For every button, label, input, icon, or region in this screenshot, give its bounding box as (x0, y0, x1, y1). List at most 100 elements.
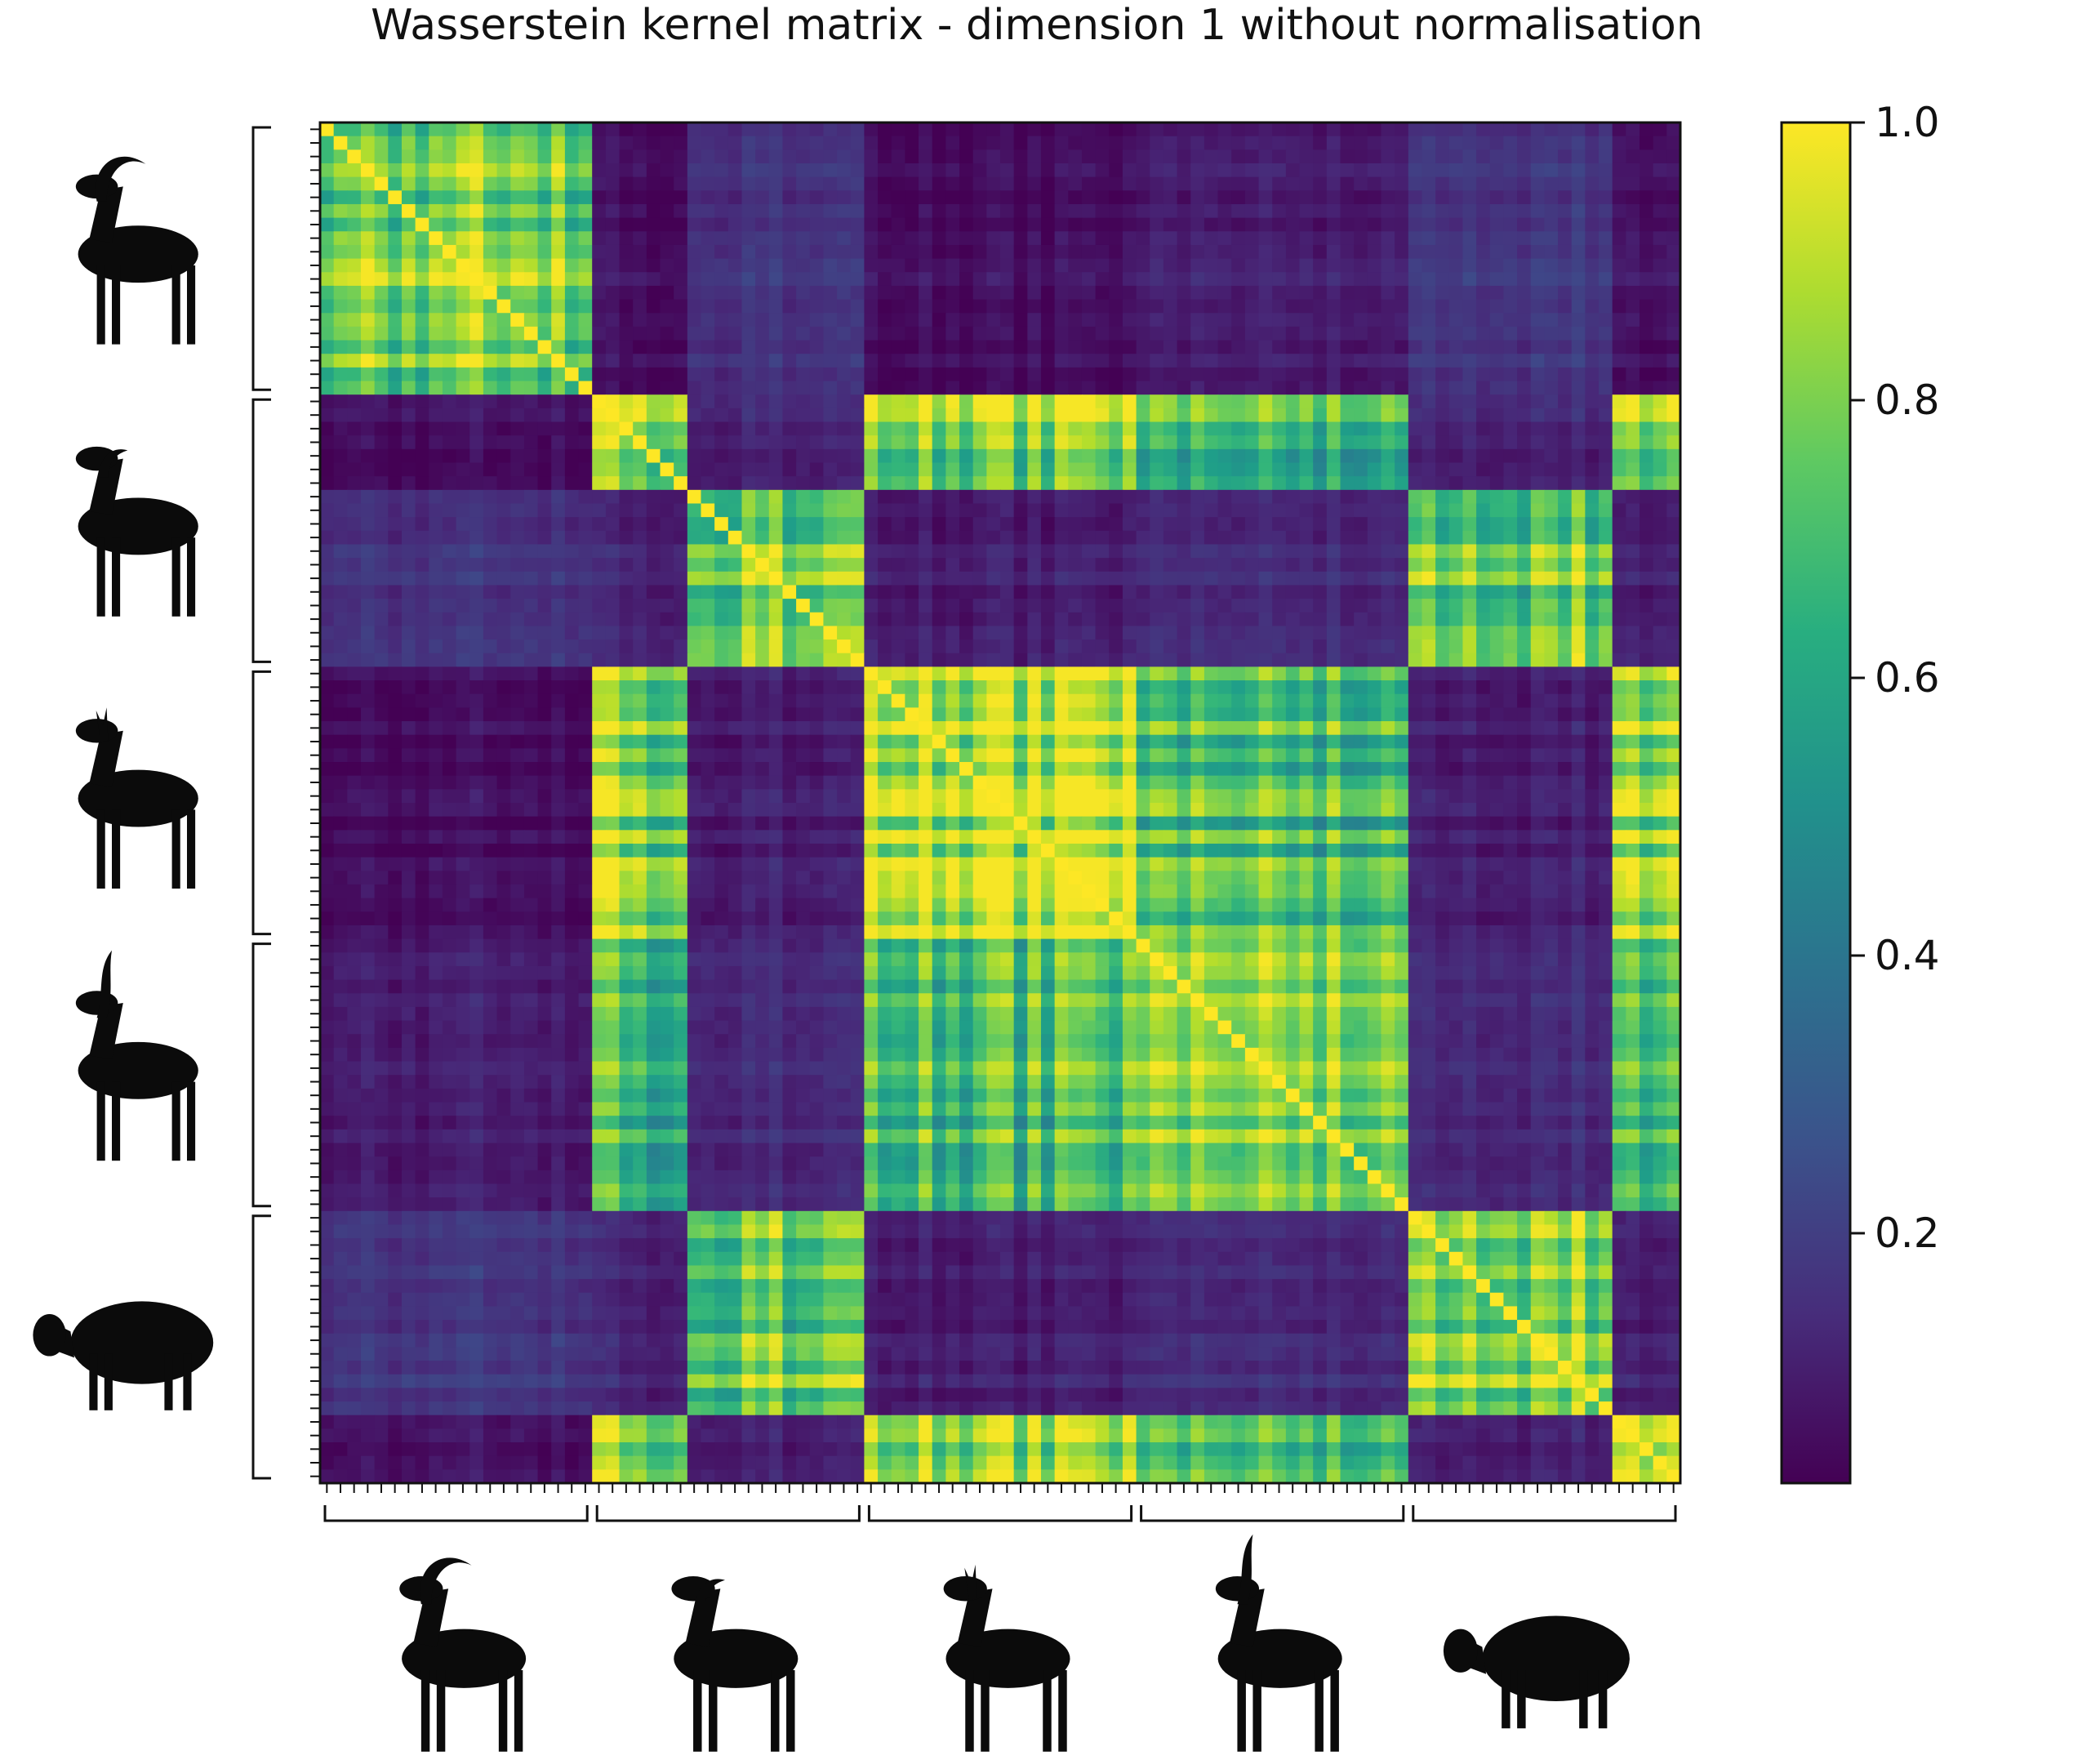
heatmap-cell (1354, 354, 1368, 368)
heatmap-cell (1217, 530, 1232, 546)
heatmap-cell (401, 789, 416, 804)
heatmap-cell (905, 149, 919, 164)
heatmap-cell (727, 558, 743, 573)
heatmap-cell (564, 394, 580, 409)
heatmap-cell (1489, 571, 1505, 586)
heatmap-cell (1258, 666, 1273, 681)
heatmap-cell (1217, 571, 1232, 586)
heatmap-cell (1040, 571, 1056, 586)
heatmap-cell (1354, 626, 1368, 640)
heatmap-cell (1489, 462, 1505, 477)
heatmap-cell (1503, 136, 1518, 150)
heatmap-cell (510, 313, 525, 327)
heatmap-cell (1476, 244, 1491, 260)
heatmap-cell (401, 748, 416, 763)
heatmap-cell (809, 775, 825, 790)
heatmap-cell (510, 272, 525, 287)
heatmap-cell (633, 585, 647, 599)
heatmap-cell (1462, 693, 1477, 708)
heatmap-cell (1177, 721, 1191, 736)
heatmap-cell (1354, 666, 1368, 681)
heatmap-cell (1150, 285, 1164, 301)
heatmap-cell (1489, 639, 1505, 654)
heatmap-cell (959, 639, 974, 654)
heatmap-cell (782, 476, 797, 491)
heatmap-cell (741, 748, 756, 763)
heatmap-cell (1558, 448, 1573, 464)
heatmap-cell (1040, 163, 1056, 178)
heatmap-cell (755, 544, 770, 559)
heatmap-cell (360, 244, 376, 260)
heatmap-cell (972, 544, 987, 559)
heatmap-cell (1272, 748, 1287, 763)
heatmap-cell (1177, 176, 1191, 191)
heatmap-cell (932, 585, 946, 599)
heatmap-cell (469, 789, 484, 804)
heatmap-cell (1666, 313, 1681, 327)
heatmap-cell (1653, 612, 1667, 627)
heatmap-cell (537, 789, 552, 804)
heatmap-cell (727, 231, 743, 246)
heatmap-cell (388, 571, 403, 586)
heatmap-cell (919, 476, 933, 491)
heatmap-cell (523, 285, 539, 301)
heatmap-cell (1571, 558, 1586, 573)
heatmap-cell (1122, 721, 1137, 736)
heatmap-cell (551, 489, 566, 505)
heatmap-cell (1217, 299, 1232, 314)
heatmap-cell (429, 421, 443, 436)
heatmap-cell (782, 599, 797, 613)
heatmap-cell (1612, 653, 1626, 667)
heatmap-cell (1231, 435, 1246, 450)
heatmap-cell (1081, 489, 1097, 505)
heatmap-cell (1040, 203, 1056, 219)
heatmap-cell (1626, 680, 1640, 695)
heatmap-cell (1272, 775, 1287, 790)
heatmap-cell (1258, 435, 1273, 450)
heatmap-cell (646, 503, 661, 518)
heatmap-cell (1476, 231, 1491, 246)
heatmap-cell (768, 544, 784, 559)
heatmap-cell (1313, 258, 1328, 273)
heatmap-cell (388, 476, 403, 491)
heatmap-cell (578, 163, 593, 178)
heatmap-cell (809, 408, 825, 423)
heatmap-cell (333, 530, 348, 546)
heatmap-cell (1435, 571, 1450, 586)
heatmap-cell (891, 680, 905, 695)
heatmap-cell (1395, 136, 1409, 150)
heatmap-cell (1068, 558, 1083, 573)
heatmap-cell (1217, 190, 1232, 205)
heatmap-cell (945, 639, 960, 654)
heatmap-cell (660, 299, 674, 314)
heatmap-cell (660, 136, 674, 150)
heatmap-cell (374, 313, 389, 327)
heatmap-cell (945, 666, 960, 681)
heatmap-cell (1244, 448, 1260, 464)
heatmap-cell (701, 149, 715, 164)
heatmap-cell (1354, 462, 1368, 477)
heatmap-cell (796, 653, 811, 667)
heatmap-cell (878, 639, 892, 654)
heatmap-cell (1299, 136, 1314, 150)
heatmap-cell (374, 612, 389, 627)
heatmap-cell (1136, 462, 1150, 477)
heatmap-cell (578, 272, 593, 287)
heatmap-cell (347, 203, 362, 219)
heatmap-cell (1640, 612, 1654, 627)
heatmap-cell (1013, 421, 1028, 436)
heatmap-cell (864, 489, 879, 505)
heatmap-cell (1462, 299, 1477, 314)
heatmap-cell (972, 190, 987, 205)
heatmap-cell (1544, 585, 1559, 599)
heatmap-cell (823, 340, 838, 354)
heatmap-cell (1068, 666, 1083, 681)
heatmap-cell (1503, 530, 1518, 546)
heatmap-cell (1313, 707, 1328, 722)
heatmap-cell (823, 123, 838, 137)
heatmap-cell (1150, 530, 1164, 546)
heatmap-cell (919, 462, 933, 477)
heatmap-cell (796, 721, 811, 736)
heatmap-cell (1313, 666, 1328, 681)
heatmap-cell (741, 394, 756, 409)
